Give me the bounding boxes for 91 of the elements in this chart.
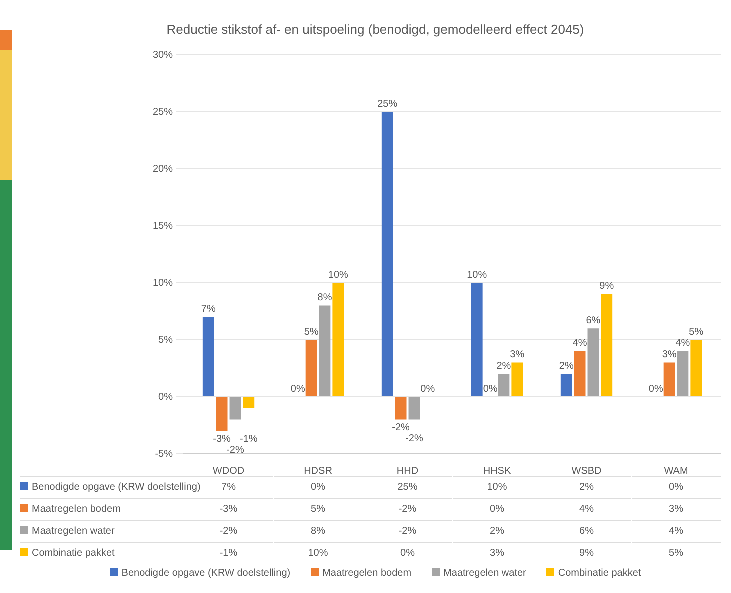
x-tick-label: WAM [664,466,688,477]
y-tick-label: 5% [158,334,174,346]
y-tick-label: -5% [155,448,174,460]
text: 4% [572,338,588,350]
bar [319,306,331,396]
data-label: 0% [274,476,363,499]
bar [690,340,702,396]
data-label: 0% [452,498,542,521]
x-tick-label: HHD [396,466,419,477]
text: 10% [467,270,488,281]
bar [230,398,242,420]
data-label: 7% [222,482,236,493]
bar [306,340,318,396]
text: 0% [483,384,498,395]
x-tick-label: WSBD [572,466,602,477]
text: Maatregelen water [32,526,115,537]
y-tick-label: 30% [153,50,174,61]
bar [498,374,510,396]
data-label: -3% [184,498,274,521]
y-tick-label: 15% [153,220,174,232]
bar [471,283,483,396]
bar [574,351,586,396]
x-tick-label: HHSK [483,466,512,477]
bar [216,398,228,432]
data-label: 5% [632,542,721,565]
legend-label: Benodigde opgave (KRW doelstelling) [20,476,209,499]
bar [382,112,394,396]
data-label: 8% [274,520,363,543]
data-label: 2% [542,476,632,499]
data-label: 2% [452,520,542,543]
text: 5% [304,326,319,338]
data-label: 4% [542,498,632,521]
data-label: 4% [632,520,721,543]
text: -1% [240,434,258,445]
text: 3% [662,350,677,361]
bar [512,362,524,396]
text: Maatregelen bodem [322,568,412,579]
text: -2% [392,422,410,434]
text: -2% [406,434,424,445]
text: 5% [689,326,704,338]
data-label: 0% [632,476,721,499]
bar [601,294,613,396]
x-tick-label: HDSR [304,466,332,477]
data-label: 3% [452,542,542,565]
text: Benodigde opgave (KRW doelstelling) [122,568,291,579]
y-tick-label: 10% [153,278,174,289]
bar [243,398,255,408]
text: 0% [420,384,436,395]
data-label: 25% [363,476,452,499]
text: 0% [648,384,664,395]
bar [395,398,407,420]
text: 0% [290,384,306,395]
data-label: 5% [274,498,363,521]
text: -3% [213,434,231,445]
text: 9% [600,281,614,292]
y-tick-label: 25% [153,106,174,118]
text: 6% [586,315,601,326]
y-tick-label: 0% [158,392,174,403]
data-label: -1% [184,542,274,565]
text: 3% [510,350,525,361]
text: Combinatie pakket [32,548,115,559]
data-label: 0% [363,542,452,565]
text: 7% [201,304,216,315]
text: 10% [328,270,348,281]
bar [664,362,676,396]
text: 8% [318,292,332,304]
data-label: 6% [542,520,632,543]
data-label: -2% [184,520,274,543]
bar [332,283,344,396]
y-tick-label: 20% [153,164,174,175]
data-label: -2% [363,520,452,543]
data-label: 3% [632,498,721,521]
data-label: -2% [363,498,452,521]
bar [560,374,572,396]
bar [588,328,600,396]
bar [408,398,420,420]
text: 2% [496,360,512,372]
chart-title: Reductie stikstof af- en uitspoeling (benodigd, gemodelleerd effect 2045) [166,22,586,37]
x-tick-label: WDOD [212,466,245,477]
data-label: 9% [542,542,632,565]
data-label: 10% [274,542,363,565]
text: -2% [226,444,244,456]
text: 4% [676,338,690,350]
text: 2% [559,360,574,372]
data-label: 10% [452,476,542,499]
legend-label: Maatregelen bodem [20,498,209,521]
legend-label: Combinatie pakket [557,568,642,579]
legend-label: Maatregelen water [442,568,526,579]
text: 25% [378,98,398,110]
bar [677,351,689,396]
bar [202,317,214,396]
